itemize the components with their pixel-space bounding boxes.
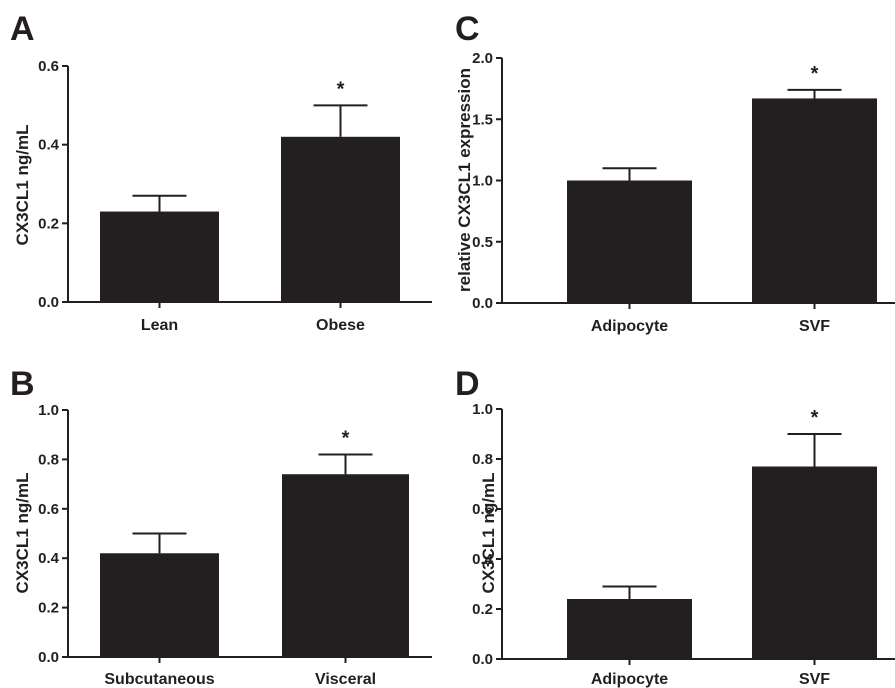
category-label-c-0: Adipocyte xyxy=(591,318,668,335)
y-tick-label-a-1: 0.2 xyxy=(38,215,59,232)
y-tick-label-d-3: 0.6 xyxy=(472,501,493,518)
y-tick-label-b-4: 0.8 xyxy=(38,451,59,468)
bar-c-0 xyxy=(567,180,692,303)
category-label-c-1: SVF xyxy=(799,318,830,335)
y-tick-label-d-1: 0.2 xyxy=(472,601,493,618)
y-tick-label-a-2: 0.4 xyxy=(38,137,60,154)
y-axis-title-a: CX3CL1 ng/mL xyxy=(13,125,32,246)
y-tick-label-b-1: 0.2 xyxy=(38,600,59,617)
y-axis-title-c: relative CX3CL1 expression xyxy=(455,68,474,292)
bar-a-0 xyxy=(100,211,219,302)
y-tick-label-a-0: 0.0 xyxy=(38,294,59,311)
bar-a-1 xyxy=(281,136,400,302)
y-tick-label-b-2: 0.4 xyxy=(38,550,60,567)
panel-d: D CX3CL1 ng/mL Adipocyte * SVF 0.0 0.2 0.4 0.6 0.… xyxy=(455,365,895,688)
panel-a: A CX3CL1 ng/mL Lean * Obese 0.0 0.2 0.4 0.6 xyxy=(10,10,432,334)
y-tick-label-c-3: 1.5 xyxy=(472,111,493,128)
y-tick-label-d-0: 0.0 xyxy=(472,651,493,668)
significance-marker-c-1: * xyxy=(811,63,819,85)
category-label-d-1: SVF xyxy=(799,671,830,688)
bar-d-0 xyxy=(567,599,692,659)
panel-letter-c: C xyxy=(455,10,480,48)
panel-b: B CX3CL1 ng/mL Subcutaneous * Visceral 0.0 0.2… xyxy=(10,365,432,688)
y-tick-label-b-3: 0.6 xyxy=(38,501,59,518)
significance-marker-b-1: * xyxy=(342,427,350,449)
y-tick-label-c-1: 0.5 xyxy=(472,234,493,251)
y-tick-label-c-4: 2.0 xyxy=(472,50,493,67)
y-tick-label-b-5: 1.0 xyxy=(38,402,59,419)
panel-letter-b: B xyxy=(10,365,35,403)
bar-b-1 xyxy=(282,474,409,657)
significance-marker-d-1: * xyxy=(811,407,819,429)
bar-c-1 xyxy=(752,98,877,303)
y-tick-label-a-3: 0.6 xyxy=(38,58,59,75)
y-tick-label-c-2: 1.0 xyxy=(472,173,493,190)
bar-b-0 xyxy=(100,553,219,657)
y-tick-label-d-4: 0.8 xyxy=(472,451,493,468)
panel-letter-a: A xyxy=(10,10,35,48)
category-label-a-1: Obese xyxy=(316,317,365,334)
y-tick-label-d-2: 0.4 xyxy=(472,551,494,568)
significance-marker-a-1: * xyxy=(337,78,345,100)
y-axis-title-b: CX3CL1 ng/mL xyxy=(13,473,32,594)
y-axis-title-d: CX3CL1 ng/mL xyxy=(479,473,498,594)
y-tick-label-b-0: 0.0 xyxy=(38,649,59,666)
y-tick-label-d-5: 1.0 xyxy=(472,401,493,418)
panel-letter-d: D xyxy=(455,365,480,403)
category-label-b-0: Subcutaneous xyxy=(104,671,214,688)
category-label-a-0: Lean xyxy=(141,317,178,334)
category-label-d-0: Adipocyte xyxy=(591,671,668,688)
y-tick-label-c-0: 0.0 xyxy=(472,295,493,312)
bar-d-1 xyxy=(752,466,877,659)
category-label-b-1: Visceral xyxy=(315,671,376,688)
